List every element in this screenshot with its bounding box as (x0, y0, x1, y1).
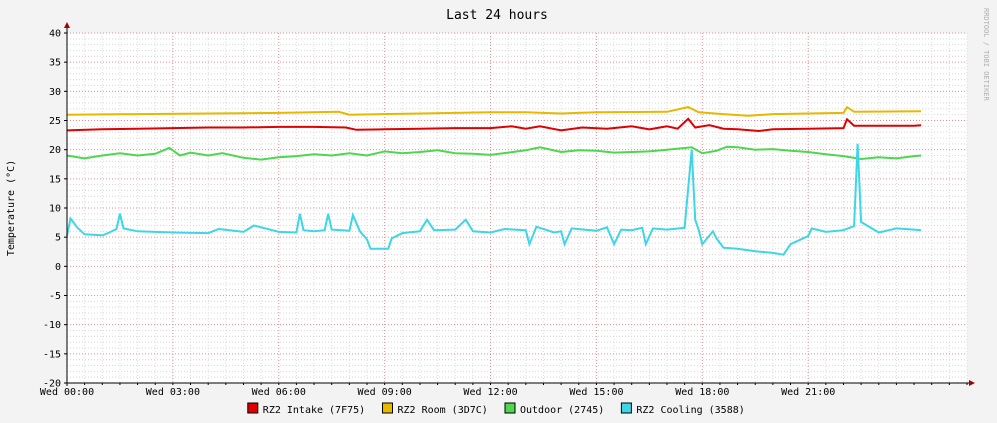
legend-swatch-3 (504, 402, 516, 414)
x-tick-label: Wed 09:00 (358, 387, 412, 398)
legend-label-3: Outdoor (2745) (520, 405, 604, 416)
y-tick-label: 35 (49, 58, 61, 69)
y-tick-label: 30 (49, 87, 61, 98)
x-tick-label: Wed 21:00 (781, 387, 835, 398)
y-tick-label: -5 (49, 291, 61, 302)
axes (64, 22, 975, 386)
x-tick-label: Wed 15:00 (569, 387, 623, 398)
legend-label-2: RZ2 Room (3D7C) (398, 405, 488, 416)
series-layer (66, 105, 922, 256)
x-tick-label: Wed 03:00 (146, 387, 200, 398)
legend-swatch-1 (247, 402, 259, 414)
legend: RZ2 Intake (7F75) RZ2 Room (3D7C) Outdoor … (247, 402, 745, 416)
y-tick-label: -15 (43, 349, 61, 360)
series-line-2 (66, 105, 922, 117)
series-line-4 (66, 143, 922, 256)
y-tick-label: 15 (49, 174, 61, 185)
y-axis-label: Temperature (°C) (6, 160, 17, 256)
x-tick-label: Wed 06:00 (252, 387, 306, 398)
x-tick-label: Wed 12:00 (463, 387, 517, 398)
legend-label-1: RZ2 Intake (7F75) (263, 405, 365, 416)
y-tick-label: 0 (55, 262, 61, 273)
series-line-1 (66, 117, 922, 133)
x-tick-label: Wed 18:00 (675, 387, 729, 398)
y-axis-arrow (64, 22, 70, 28)
chart-title: Last 24 hours (446, 8, 548, 23)
series-line-3 (66, 145, 922, 161)
legend-swatch-2 (382, 402, 393, 414)
y-tick-labels: 40 35 30 25 20 15 10 5 0 -5 -10 -15 -20 (43, 29, 61, 390)
y-tick-label: 40 (49, 29, 61, 40)
y-tick-label: 25 (49, 116, 61, 127)
minor-grid (67, 33, 968, 383)
legend-label-4: RZ2 Cooling (3588) (636, 405, 744, 416)
y-tick-label: 10 (49, 204, 61, 215)
legend-swatch-4 (620, 402, 632, 414)
y-tick-label: -20 (43, 379, 61, 390)
watermark: RRDTOOL / TOBI OETIKER (982, 8, 990, 102)
x-axis-arrow (969, 380, 975, 386)
x-tick-label: Wed 00:00 (40, 387, 94, 398)
y-tick-label: 5 (55, 233, 61, 244)
y-tick-label: 20 (49, 145, 61, 156)
y-tick-label: -10 (43, 320, 61, 331)
x-tick-labels: Wed 00:00 Wed 03:00 Wed 06:00 Wed 09:00 Wed … (40, 387, 835, 398)
